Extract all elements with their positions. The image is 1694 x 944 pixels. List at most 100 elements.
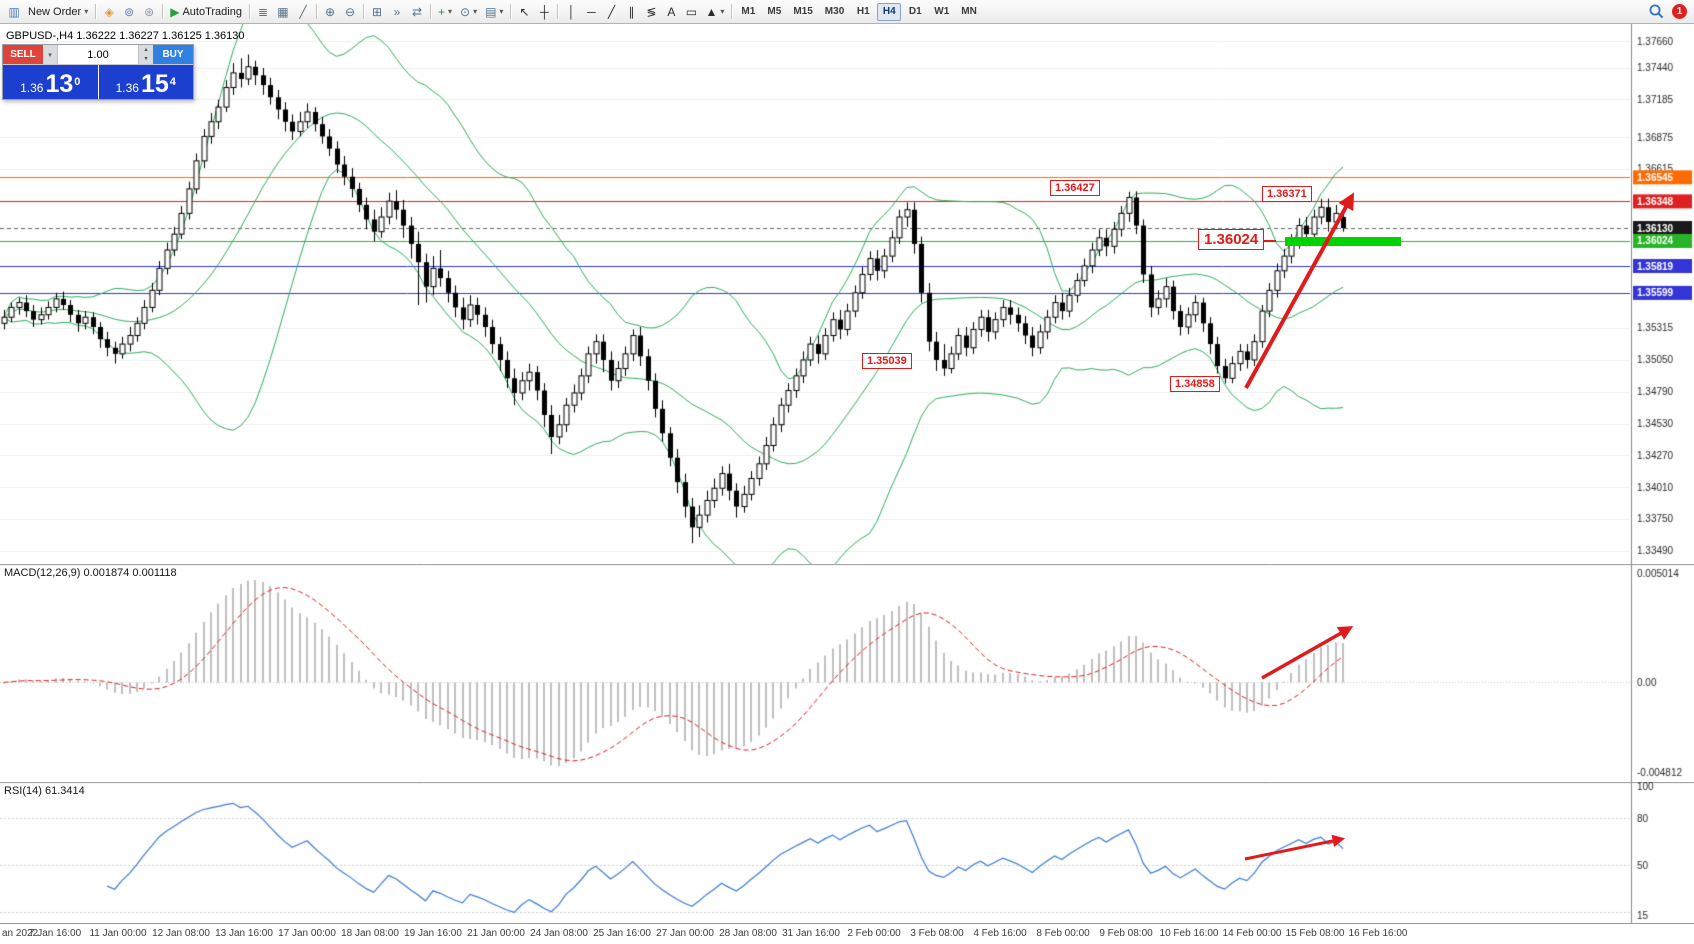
sell-price-point: 0 — [74, 76, 81, 88]
auto-scroll-button[interactable]: » — [387, 2, 407, 22]
timeframe-w1-button[interactable]: W1 — [929, 3, 954, 21]
time-axis-label: 9 Feb 08:00 — [1099, 928, 1153, 939]
templates-button[interactable]: ▤ ▾ — [481, 2, 507, 22]
time-axis-label: 24 Jan 08:00 — [530, 928, 588, 939]
time-axis-label: 19 Jan 16:00 — [404, 928, 462, 939]
fibonacci-icon: ≶ — [646, 4, 657, 19]
time-axis-label: 25 Jan 16:00 — [593, 928, 651, 939]
attach-icon: ⊚ — [124, 4, 135, 19]
horizontal-line-button[interactable]: ─ — [581, 2, 601, 22]
rsi-indicator-panel[interactable] — [0, 782, 1694, 923]
community-button[interactable]: ⊛ — [139, 2, 159, 22]
period-button[interactable]: ⊙ ▾ — [456, 2, 481, 22]
fibonacci-button[interactable]: ≶ — [641, 2, 661, 22]
equidistant-channel-button[interactable]: ∥ — [621, 2, 641, 22]
volume-up-icon[interactable]: ▴ — [144, 46, 148, 53]
one-click-prices: 1.36 13 0 1.36 15 4 — [3, 65, 193, 99]
bar-chart-icon: ≣ — [257, 4, 268, 19]
price-label-feb14-low[interactable]: 1.34858 — [1170, 376, 1220, 392]
tile-windows-icon: ⊞ — [371, 4, 382, 19]
text-label-button[interactable]: ▭ — [681, 2, 701, 22]
buy-button[interactable]: BUY — [153, 45, 193, 64]
time-axis-label: an 2022 — [2, 928, 39, 939]
volume-dropdown-icon[interactable]: ▾ — [43, 45, 57, 64]
zoom-out-button[interactable]: ⊖ — [340, 2, 360, 22]
sell-price[interactable]: 1.36 13 0 — [3, 65, 98, 99]
timeframe-h4-button[interactable]: H4 — [877, 2, 902, 21]
chart-area: an 2022 7 Jan 16:00 11 Jan 00:00 12 Jan 08:… — [0, 24, 1694, 944]
price-label-feb17-high[interactable]: 1.36371 — [1262, 186, 1312, 202]
buy-price[interactable]: 1.36 15 4 — [98, 65, 193, 99]
timeframe-mn-button[interactable]: MN — [956, 3, 982, 21]
time-axis-label: 16 Feb 16:00 — [1348, 928, 1408, 939]
metaeditor-button[interactable]: ◈ — [99, 2, 119, 22]
sell-button[interactable]: SELL — [3, 45, 43, 64]
notification-badge[interactable]: 1 — [1672, 4, 1687, 19]
buy-price-prefix: 1.36 — [115, 81, 139, 95]
chevron-down-icon: ▾ — [447, 6, 452, 16]
volume-input[interactable]: 1.00 — [57, 45, 139, 64]
toolbar-separator — [510, 4, 512, 19]
timeframe-d1-button[interactable]: D1 — [903, 3, 927, 21]
attach-button[interactable]: ⊚ — [119, 2, 139, 22]
autotrading-button[interactable]: ▶ AutoTrading — [166, 2, 246, 22]
toolbar-right: 1 — [1648, 3, 1690, 20]
time-axis-label: 31 Jan 16:00 — [782, 928, 840, 939]
timeframe-m5-button[interactable]: M5 — [762, 3, 786, 21]
time-axis-label: 14 Feb 00:00 — [1222, 928, 1282, 939]
trendline-button[interactable]: ╱ — [601, 2, 621, 22]
new-chart-icon: + — [437, 4, 445, 19]
time-axis[interactable]: an 2022 7 Jan 16:00 11 Jan 00:00 12 Jan 08:… — [0, 923, 1694, 944]
new-order-button[interactable]: New Order ▾ — [24, 2, 92, 22]
time-axis-label: 2 Feb 00:00 — [847, 928, 901, 939]
text-button[interactable]: A — [661, 2, 681, 22]
cursor-button[interactable]: ↖ — [514, 2, 534, 22]
toolbar-separator — [162, 4, 164, 19]
autotrading-icon: ▶ — [170, 4, 180, 19]
sell-price-pips: 13 — [45, 70, 74, 98]
zoom-in-button[interactable]: ⊕ — [320, 2, 340, 22]
chevron-down-icon: ▾ — [84, 6, 89, 16]
zoom-out-icon: ⊖ — [344, 4, 355, 19]
shapes-button[interactable]: ▲ ▾ — [701, 2, 728, 22]
time-axis-label: 13 Jan 16:00 — [215, 928, 273, 939]
timeframe-m15-button[interactable]: M15 — [788, 3, 817, 21]
time-axis-label: 12 Jan 08:00 — [152, 928, 210, 939]
autotrading-button-label: AutoTrading — [182, 5, 242, 18]
tile-windows-button[interactable]: ⊞ — [367, 2, 387, 22]
metaeditor-icon: ◈ — [104, 4, 114, 19]
crosshair-button[interactable]: ┼ — [534, 2, 554, 22]
chart-shift-button[interactable]: ⇄ — [407, 2, 427, 22]
toolbar-separator — [362, 4, 364, 19]
new-order-button-label: New Order — [28, 5, 82, 18]
chart-window-button[interactable]: ▥ — [4, 2, 24, 22]
period-icon: ⊙ — [460, 4, 471, 19]
chart-window-icon: ▥ — [8, 4, 20, 19]
line-chart-button[interactable]: ╱ — [293, 2, 313, 22]
time-axis-label: 18 Jan 08:00 — [341, 928, 399, 939]
timeframe-m1-button[interactable]: M1 — [736, 3, 760, 21]
bar-chart-button[interactable]: ≣ — [253, 2, 273, 22]
vertical-line-button[interactable]: │ — [561, 2, 581, 22]
main-price-chart[interactable] — [0, 24, 1694, 564]
new-chart-button[interactable]: + ▾ — [434, 2, 456, 22]
text-label-icon: ▭ — [685, 4, 698, 19]
price-label-feb4-low[interactable]: 1.35039 — [862, 353, 912, 369]
search-icon[interactable] — [1648, 3, 1665, 20]
volume-down-icon[interactable]: ▾ — [144, 56, 148, 63]
volume-spinner[interactable]: ▴ ▾ — [139, 45, 153, 64]
toolbar-separator — [248, 4, 250, 19]
macd-indicator-panel[interactable] — [0, 564, 1694, 782]
chevron-down-icon: ▾ — [499, 6, 504, 16]
cursor-icon: ↖ — [519, 4, 530, 19]
price-label-key-level[interactable]: 1.36024 — [1198, 229, 1277, 250]
candlestick-chart-button[interactable]: ▦ — [273, 2, 293, 22]
support-zone-highlight[interactable] — [1285, 237, 1401, 246]
timeframe-m30-button[interactable]: M30 — [820, 3, 849, 21]
community-icon: ⊛ — [144, 4, 155, 19]
chevron-down-icon: ▾ — [473, 6, 478, 16]
time-axis-label: 8 Feb 00:00 — [1036, 928, 1090, 939]
timeframe-h1-button[interactable]: H1 — [851, 3, 875, 21]
price-label-feb10-high[interactable]: 1.36427 — [1050, 180, 1100, 196]
